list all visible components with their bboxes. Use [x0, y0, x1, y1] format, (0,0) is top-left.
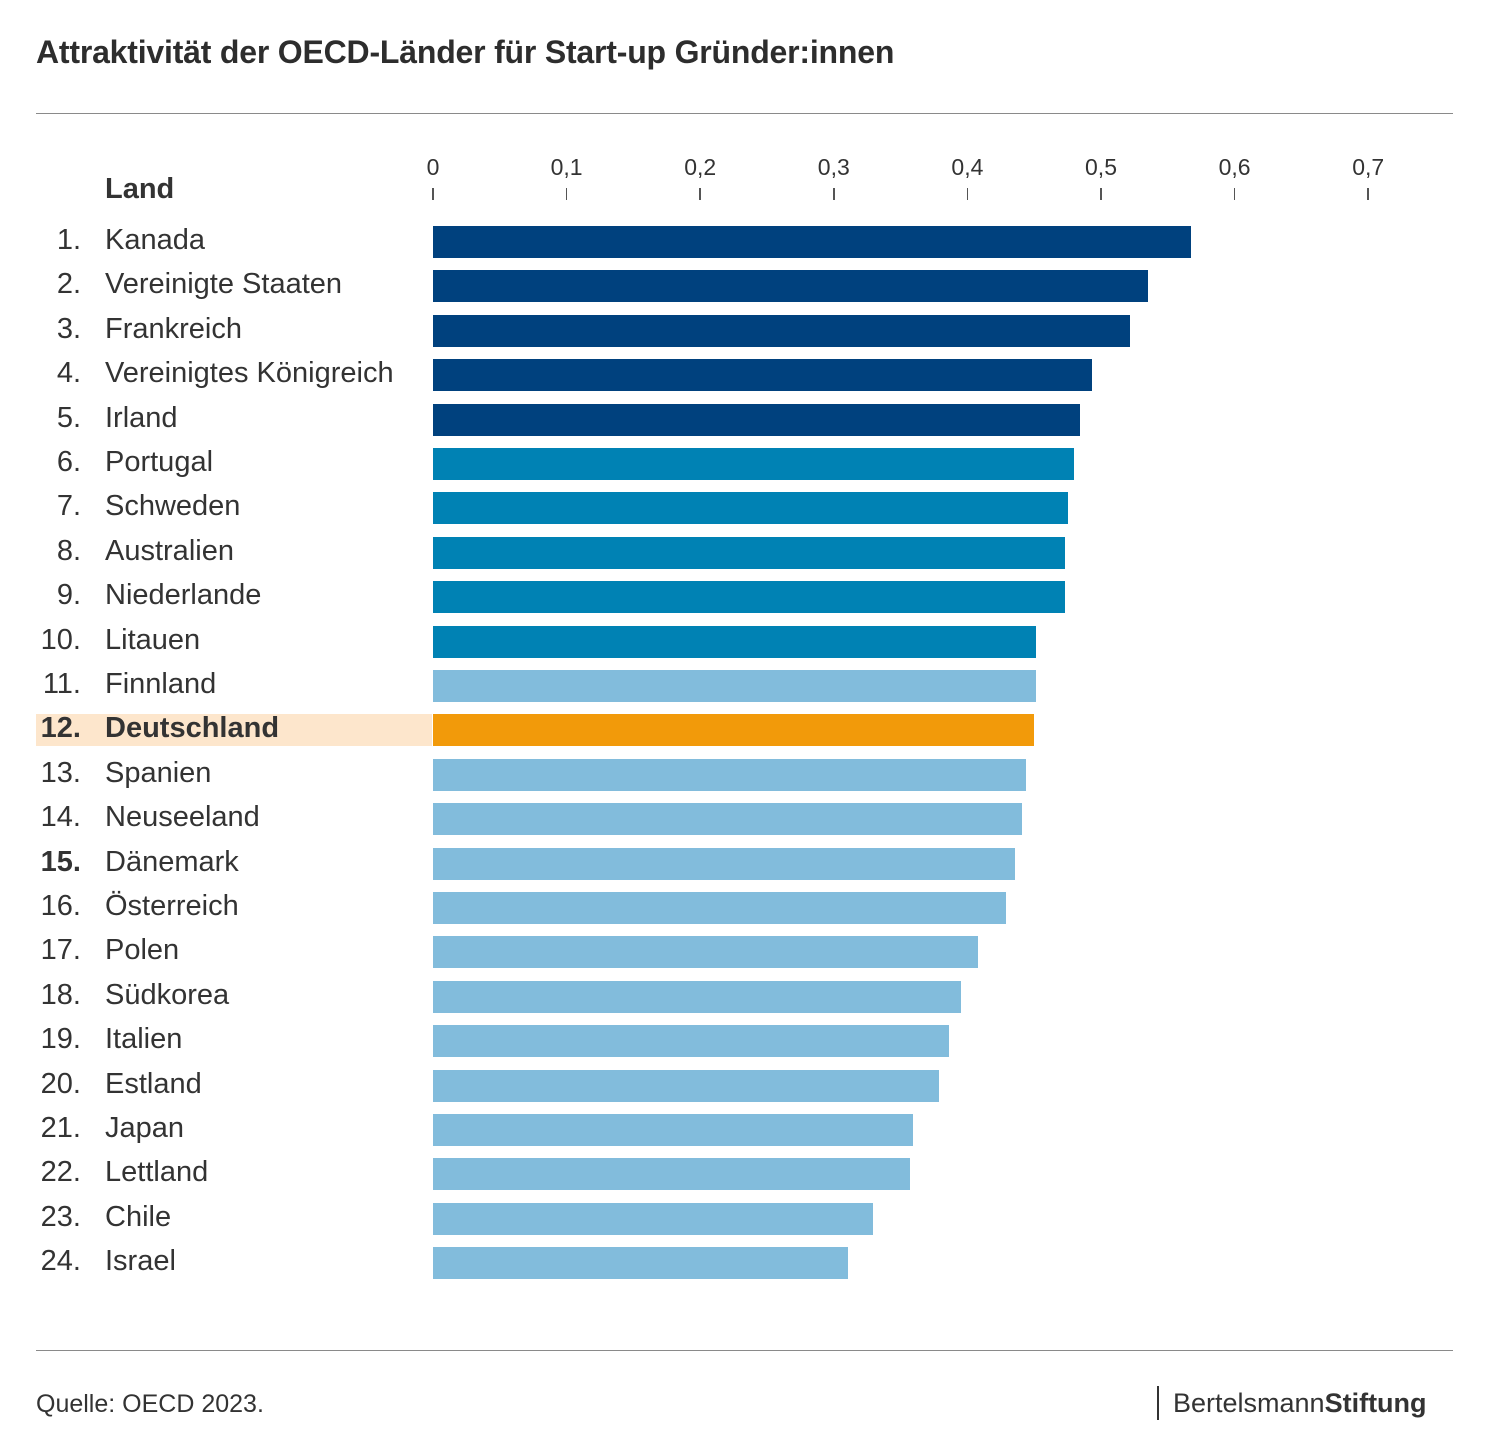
rank-label: 21.: [40, 1112, 81, 1144]
bar-schweden: [433, 492, 1068, 525]
logo-divider: [1157, 1386, 1159, 1420]
rank-label: 15.: [40, 845, 81, 878]
logo-text-bertelsmann: Bertelsmann: [1173, 1387, 1325, 1418]
bar-portugal: [433, 448, 1075, 480]
x-tick-mark: [1233, 188, 1236, 200]
country-label: Neuseeland: [105, 801, 260, 834]
country-label: Finnland: [105, 668, 217, 700]
bar-lettland: [433, 1158, 910, 1191]
country-label: Litauen: [105, 623, 201, 656]
top-divider: [36, 113, 1453, 114]
country-label: Polen: [105, 934, 180, 967]
rank-label: 16.: [40, 890, 81, 922]
country-label: Australien: [105, 534, 234, 567]
x-tick-label: 0: [426, 154, 440, 180]
bar-irland: [433, 403, 1080, 436]
bertelsmann-logo: Bertelsmann Stiftung: [1157, 1386, 1427, 1420]
country-label: Italien: [105, 1023, 183, 1056]
country-label: Österreich: [105, 890, 239, 922]
rank-label: 13.: [40, 756, 81, 789]
x-tick-label: 0,4: [951, 154, 984, 180]
x-tick-mark: [699, 188, 701, 200]
x-tick-mark: [1367, 188, 1369, 200]
bar-israel: [433, 1247, 849, 1280]
bottom-divider: [36, 1350, 1453, 1351]
rank-label: 14.: [40, 801, 81, 834]
x-tick-label: 0,7: [1352, 154, 1385, 180]
bar-kanada: [433, 226, 1191, 258]
country-label: Chile: [105, 1200, 172, 1233]
rank-label: 2.: [56, 268, 81, 301]
country-label: Vereinigte Staaten: [105, 268, 343, 301]
bar-niederlande: [433, 581, 1065, 614]
country-label: Japan: [105, 1112, 185, 1144]
bar-deutschland: [433, 714, 1035, 747]
bar-vereinigtes-königreich: [433, 359, 1092, 392]
bar-dänemark: [433, 847, 1016, 880]
rank-label: 1.: [56, 224, 81, 256]
country-label: Israel: [105, 1245, 176, 1278]
country-label: Irland: [105, 401, 178, 434]
country-label: Südkorea: [105, 978, 230, 1011]
country-label: Schweden: [105, 490, 241, 523]
country-label: Lettland: [105, 1156, 209, 1189]
rank-label: 6.: [56, 446, 81, 478]
chart-title: Attraktivität der OECD-Länder für Start-…: [36, 34, 895, 70]
bar-österreich: [433, 892, 1007, 924]
source-note: Quelle: OECD 2023.: [36, 1390, 264, 1418]
rank-label: 12.: [40, 712, 81, 745]
highlight-row-background: [36, 714, 432, 747]
x-tick-mark: [833, 188, 835, 200]
country-label: Estland: [105, 1067, 202, 1100]
x-tick-label: 0,2: [684, 154, 717, 180]
country-label: Kanada: [105, 224, 205, 256]
rank-label: 17.: [40, 934, 81, 967]
x-tick-mark: [1100, 188, 1102, 200]
rank-label: 11.: [42, 668, 81, 700]
rank-label: 10.: [40, 623, 81, 656]
bar-chile: [433, 1202, 873, 1235]
country-label: Frankreich: [105, 312, 242, 345]
bar-neuseeland: [433, 803, 1023, 836]
x-tick-label: 0,3: [817, 154, 850, 180]
country-label: Deutschland: [105, 712, 280, 745]
bar-japan: [433, 1114, 913, 1146]
x-tick-mark: [966, 188, 969, 200]
rank-label: 24.: [40, 1245, 81, 1278]
country-label: Spanien: [105, 756, 212, 789]
logo-text-stiftung: Stiftung: [1324, 1387, 1427, 1418]
bar-estland: [433, 1069, 940, 1102]
bar-australien: [433, 536, 1065, 569]
bar-südkorea: [433, 980, 961, 1013]
bar-finnland: [433, 670, 1036, 702]
rank-label: 19.: [40, 1023, 81, 1056]
rank-label: 4.: [56, 357, 81, 390]
rank-label: 23.: [40, 1200, 81, 1233]
x-tick-label: 0,1: [550, 154, 583, 180]
x-tick-mark: [565, 188, 568, 200]
bar-litauen: [433, 625, 1036, 658]
bar-polen: [433, 936, 979, 969]
rank-label: 22.: [40, 1156, 81, 1189]
bar-frankreich: [433, 314, 1131, 347]
rank-label: 3.: [56, 312, 81, 345]
bar-spanien: [433, 758, 1027, 791]
x-tick-mark: [432, 188, 434, 200]
rank-label: 9.: [56, 579, 81, 612]
bar-italien: [433, 1025, 949, 1058]
country-label: Vereinigtes Königreich: [105, 357, 394, 390]
x-tick-label: 0,6: [1218, 154, 1251, 180]
rank-label: 20.: [40, 1067, 81, 1100]
rank-label: 18.: [40, 978, 81, 1011]
x-tick-label: 0,5: [1085, 154, 1117, 180]
country-label: Dänemark: [105, 845, 239, 878]
rank-label: 5.: [56, 401, 81, 434]
rank-label: 7.: [56, 490, 81, 523]
column-header-land: Land: [105, 173, 175, 205]
country-label: Portugal: [105, 446, 214, 478]
bar-vereinigte-staaten: [433, 270, 1148, 303]
rank-label: 8.: [56, 534, 81, 567]
country-label: Niederlande: [105, 579, 262, 612]
